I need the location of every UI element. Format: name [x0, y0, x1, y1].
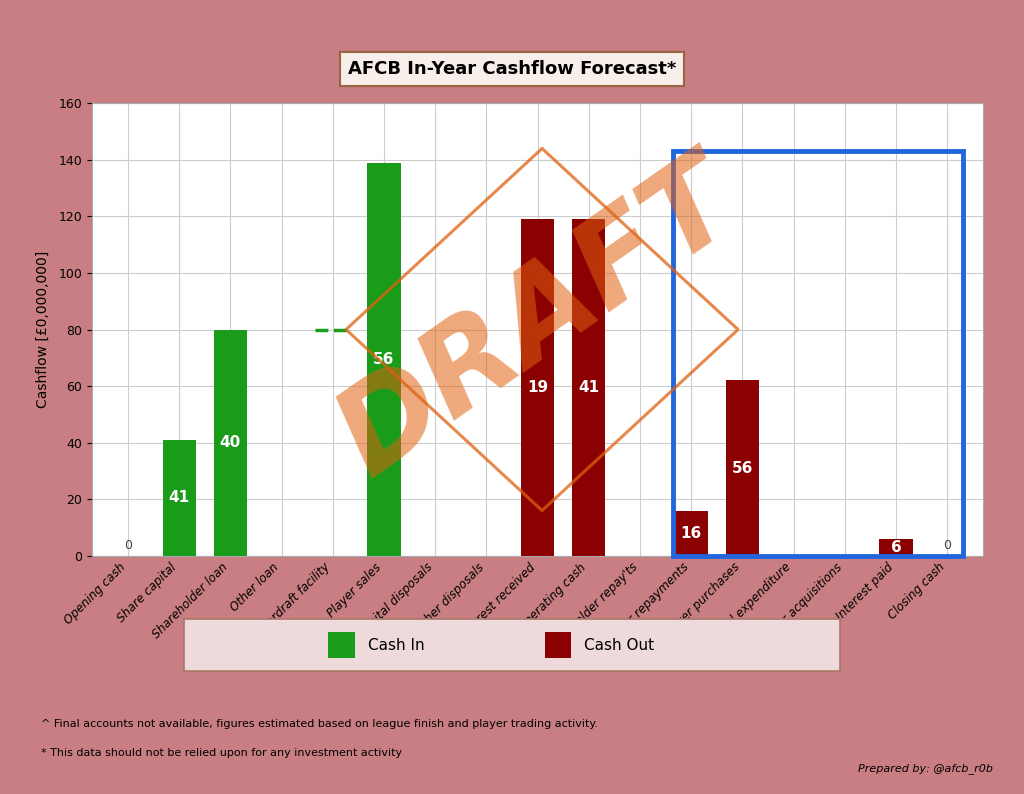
Text: 0: 0	[943, 538, 951, 552]
Text: Prepared by: @afcb_r0b: Prepared by: @afcb_r0b	[858, 763, 993, 774]
Bar	[329, 632, 354, 658]
Text: * This data should not be relied upon for any investment activity: * This data should not be relied upon fo…	[41, 748, 402, 758]
Text: Cash In: Cash In	[368, 638, 424, 653]
Text: 6: 6	[891, 540, 901, 555]
Text: ^ Final accounts not available, figures estimated based on league finish and pla: ^ Final accounts not available, figures …	[41, 719, 598, 729]
Y-axis label: Cashflow [£0,000,000]: Cashflow [£0,000,000]	[36, 251, 50, 408]
Bar	[545, 632, 571, 658]
Text: 56: 56	[374, 352, 394, 367]
Text: 56: 56	[732, 461, 753, 476]
Bar	[368, 163, 400, 556]
Text: 0: 0	[124, 538, 132, 552]
Bar	[572, 219, 605, 556]
Bar	[880, 539, 912, 556]
Text: 41: 41	[579, 380, 599, 395]
Text: 41: 41	[169, 491, 189, 505]
Text: AFCB In-Year Cashflow Forecast*: AFCB In-Year Cashflow Forecast*	[348, 60, 676, 78]
Bar	[214, 330, 247, 556]
Text: 40: 40	[220, 435, 241, 450]
Bar	[726, 380, 759, 556]
Bar	[675, 511, 708, 556]
Bar	[521, 219, 554, 556]
Text: Cash Out: Cash Out	[584, 638, 654, 653]
Text: 16: 16	[681, 526, 701, 541]
Text: DRAFT: DRAFT	[316, 141, 759, 499]
Text: 19: 19	[527, 380, 548, 395]
Bar	[163, 440, 196, 556]
